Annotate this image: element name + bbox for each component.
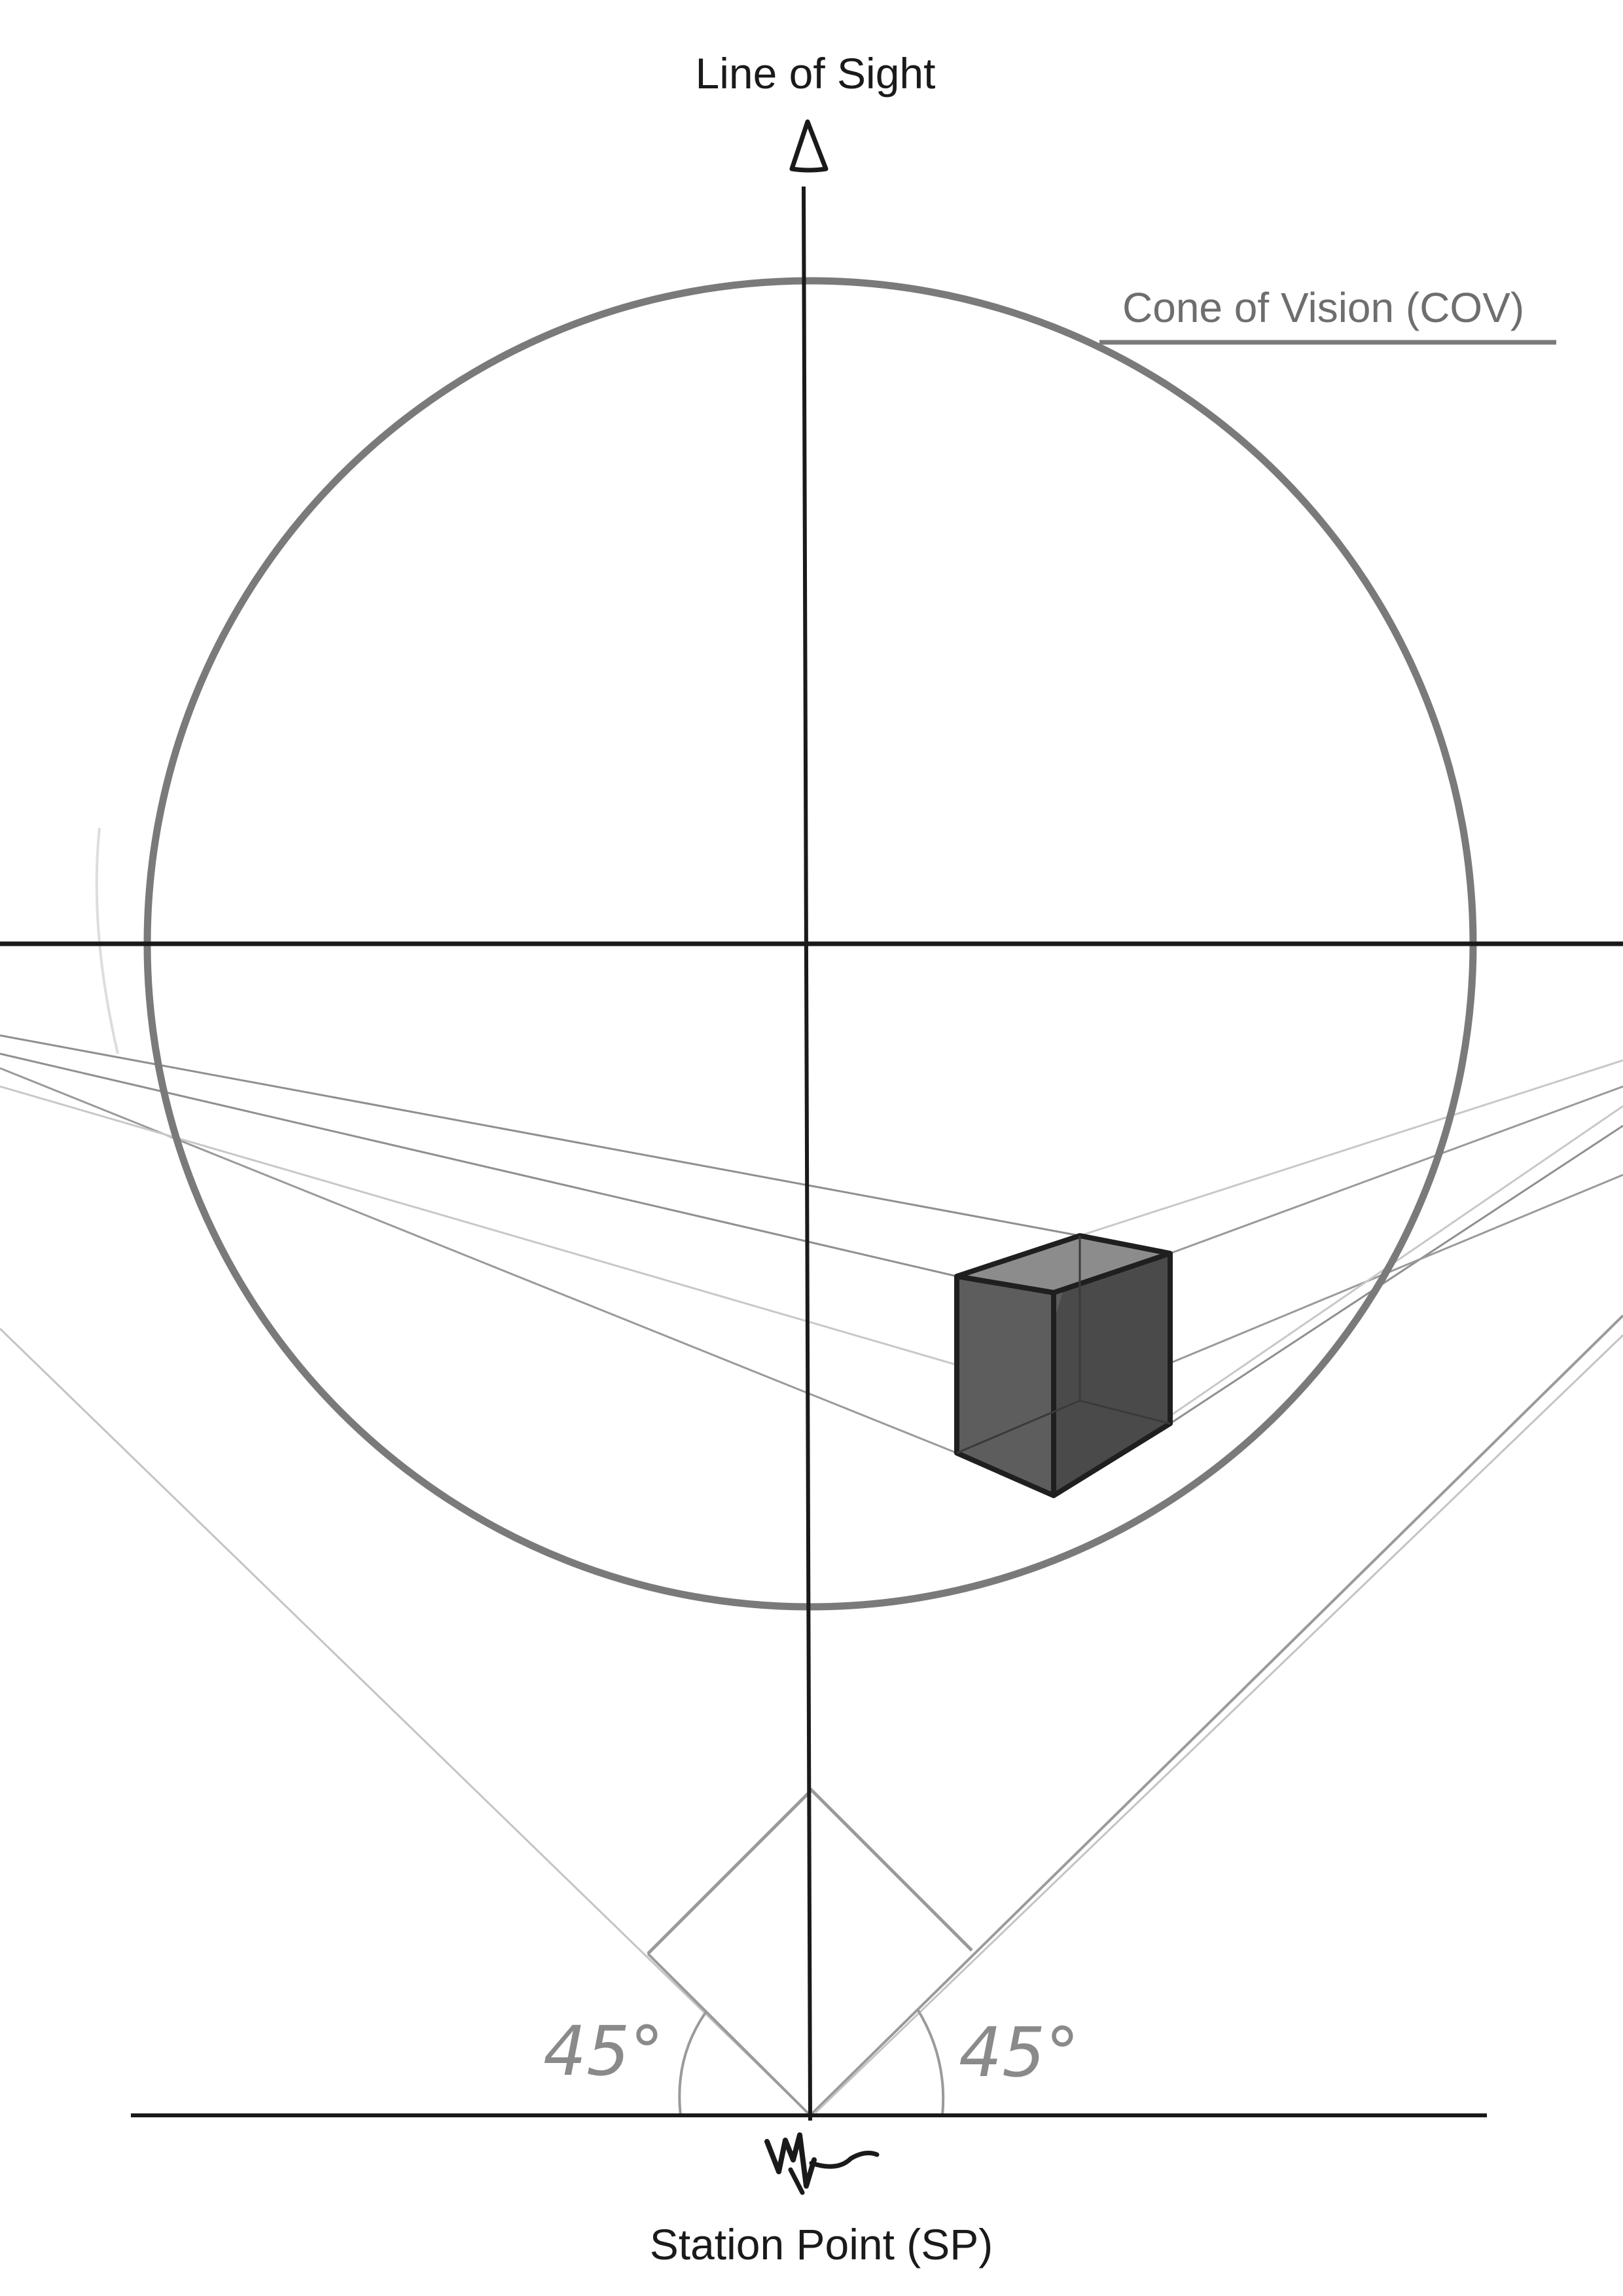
right-45-guide-line-double	[814, 1334, 1623, 2114]
right-perspective-line	[1169, 1124, 1623, 1425]
cube-top-face	[957, 1236, 1170, 1293]
line-of-sight-line	[802, 186, 812, 2121]
cube-outline	[954, 1233, 1173, 1498]
right-perspective-line	[1169, 1085, 1623, 1255]
line-of-sight-arrowhead	[789, 119, 829, 173]
construction-square	[647, 1787, 973, 1955]
left-perspective-line	[0, 1052, 957, 1278]
left-perspective-line	[0, 1067, 957, 1454]
right-45-guide-line	[809, 1314, 1623, 2117]
right-angle-arc	[916, 2008, 945, 2116]
right-angle-label: 45°	[959, 2013, 1079, 2092]
cube-side-face	[1054, 1236, 1170, 1496]
right-perspective-line	[1079, 1059, 1623, 1237]
station-point-eye-mark	[764, 2132, 880, 2195]
left-angle-label: 45°	[543, 2011, 664, 2091]
left-perspective-line	[0, 1085, 1080, 1402]
cone-of-vision-label: Cone of Vision (COV)	[1122, 284, 1524, 331]
left-45-guide-line	[0, 1327, 812, 2117]
left-perspective-line	[0, 1034, 1080, 1237]
cube-hidden-edge	[1079, 1399, 1171, 1425]
construction-square-left-edge	[647, 1952, 812, 2117]
cube	[954, 1233, 1173, 1498]
sketch-stray-arc	[95, 827, 119, 1054]
station-point-label: Station Point (SP)	[650, 2220, 993, 2269]
left-angle-arc	[678, 2011, 707, 2116]
line-of-sight-label: Line of Sight	[696, 49, 936, 98]
